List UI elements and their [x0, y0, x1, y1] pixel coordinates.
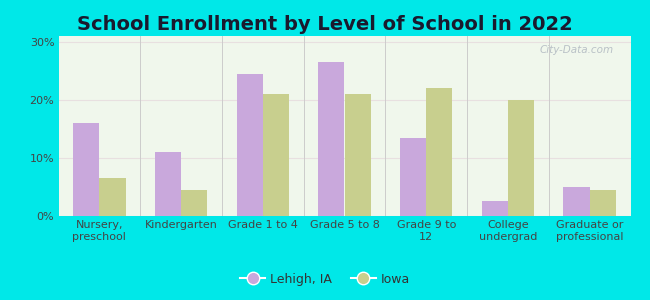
Text: City-Data.com: City-Data.com [540, 45, 614, 55]
Bar [237, 74, 263, 216]
Bar [318, 62, 344, 216]
Bar [99, 178, 125, 216]
Bar [344, 94, 370, 216]
Bar [400, 138, 426, 216]
Bar [426, 88, 452, 216]
Text: School Enrollment by Level of School in 2022: School Enrollment by Level of School in … [77, 15, 573, 34]
Bar [181, 190, 207, 216]
Bar [590, 190, 616, 216]
Bar [482, 202, 508, 216]
Bar [508, 100, 534, 216]
Bar [155, 152, 181, 216]
Bar [73, 123, 99, 216]
Legend: Lehigh, IA, Iowa: Lehigh, IA, Iowa [235, 268, 415, 291]
Bar [263, 94, 289, 216]
Bar [564, 187, 590, 216]
